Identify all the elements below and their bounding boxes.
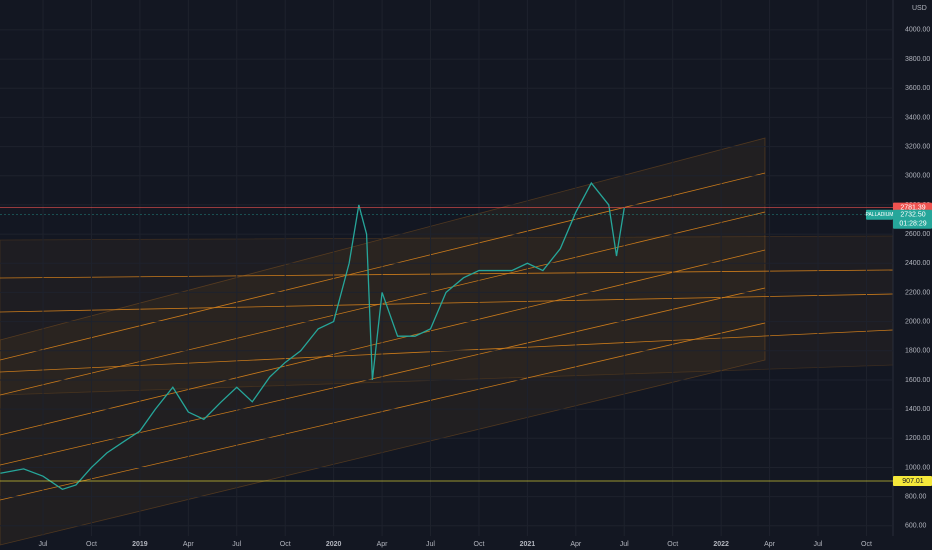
countdown: 01:28:29 [899, 221, 926, 228]
x-tick-label: Oct [667, 541, 678, 548]
currency: USD [912, 5, 927, 12]
x-tick-label: Oct [280, 541, 291, 548]
y-tick-label: 3400.00 [905, 114, 930, 121]
y-tick-label: 1600.00 [905, 377, 930, 384]
x-tick-label: 2020 [326, 541, 342, 548]
price-label-box [893, 209, 932, 229]
y-tick-label: 1400.00 [905, 406, 930, 413]
x-tick-label: Oct [474, 541, 485, 548]
y-tick-label: 2600.00 [905, 231, 930, 238]
y-tick-label: 1800.00 [905, 348, 930, 355]
x-tick-label: Jul [426, 541, 435, 548]
price-line [0, 181, 625, 491]
x-tick-label: Jul [232, 541, 241, 548]
price-label: 907.01 [902, 478, 924, 485]
y-tick-label: 2200.00 [905, 289, 930, 296]
x-tick-label: Apr [183, 541, 195, 548]
price-label: 2781.39 [900, 204, 925, 211]
channel-line [0, 293, 894, 313]
x-tick-label: Apr [570, 541, 582, 548]
symbol-box [866, 209, 893, 220]
x-tick-label: Oct [86, 541, 97, 548]
symbol-label: PALLADIUM [866, 212, 894, 218]
x-tick-label: Oct [861, 541, 872, 548]
y-tick-label: 3600.00 [905, 85, 930, 92]
price-label-box [893, 476, 932, 487]
y-tick-label: 3800.00 [905, 56, 930, 63]
x-tick-label: Jul [814, 541, 823, 548]
channel-line [0, 269, 894, 279]
x-tick-label: 2021 [520, 541, 536, 548]
y-tick-label: 800.00 [905, 493, 927, 500]
price-label: 2732.50 [900, 212, 925, 219]
y-tick-label: 2000.00 [905, 318, 930, 325]
y-tick-label: 3000.00 [905, 173, 930, 180]
y-tick-label: 3200.00 [905, 143, 930, 150]
x-tick-label: 2019 [132, 541, 148, 548]
x-tick-label: Apr [377, 541, 389, 548]
y-tick-label: 600.00 [905, 523, 927, 530]
y-tick-label: 4000.00 [905, 27, 930, 34]
y-tick-label: 1200.00 [905, 435, 930, 442]
y-tick-label: 2400.00 [905, 260, 930, 267]
y-tick-label: 1000.00 [905, 464, 930, 471]
x-tick-label: Jul [39, 541, 48, 548]
x-tick-label: 2022 [713, 541, 729, 548]
x-tick-label: Apr [764, 541, 776, 548]
x-tick-label: Jul [620, 541, 629, 548]
